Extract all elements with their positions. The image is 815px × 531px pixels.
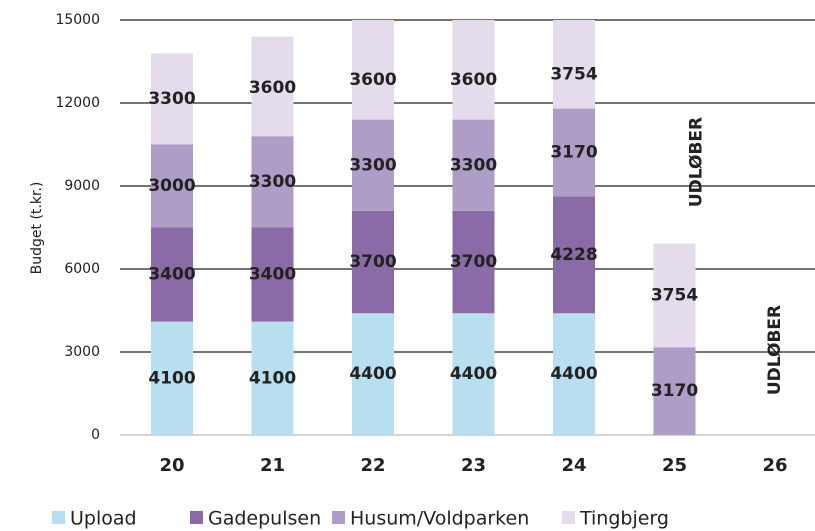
bar-segment	[151, 321, 193, 435]
x-tick-label: 20	[159, 455, 184, 476]
bar-segment	[452, 313, 495, 435]
bar-segment	[452, 210, 495, 314]
legend-label: Tingbjerg	[579, 508, 669, 530]
x-tick-label: 23	[461, 455, 486, 476]
value-label: 3170	[651, 381, 698, 401]
bar-segment	[553, 196, 595, 314]
x-tick-label: 21	[260, 455, 285, 476]
bar-segment	[151, 53, 193, 145]
legend-swatch	[190, 511, 203, 524]
bar-segment	[553, 108, 595, 197]
y-tick-label: 0	[91, 427, 100, 443]
bar-segment	[251, 321, 294, 435]
value-label: 3600	[349, 70, 396, 90]
value-label: 3754	[550, 64, 597, 84]
value-label: 4400	[450, 364, 497, 384]
bar-segment	[352, 210, 394, 314]
legend-label: Gadepulsen	[208, 508, 321, 530]
value-label: 4400	[349, 364, 396, 384]
bar-segment	[653, 347, 696, 435]
bars	[151, 20, 696, 435]
bar-segment	[653, 243, 696, 348]
bar-segment	[553, 313, 595, 435]
x-tick-label: 26	[762, 455, 787, 476]
x-tick-label: 25	[662, 455, 687, 476]
value-label: 3700	[349, 252, 396, 272]
value-label: 4100	[148, 368, 195, 388]
bar-segment	[452, 20, 495, 120]
legend-swatch	[52, 511, 65, 524]
bar-segment	[251, 136, 294, 228]
value-label: 3300	[349, 155, 396, 175]
value-label: 3300	[249, 172, 296, 192]
y-tick-label: 15000	[55, 12, 100, 28]
annotation: UDLØBER	[765, 305, 785, 395]
bar-segment	[452, 119, 495, 211]
bar-segment	[151, 144, 193, 228]
value-label: 3400	[249, 265, 296, 285]
y-tick-label: 6000	[64, 261, 100, 277]
y-tick-label: 3000	[64, 344, 100, 360]
legend-swatch	[332, 511, 345, 524]
legend-label: Upload	[70, 508, 137, 530]
value-label: 3170	[550, 142, 597, 162]
value-label: 4400	[550, 364, 597, 384]
bar-segment	[151, 227, 193, 322]
value-label: 3300	[450, 155, 497, 175]
value-label: 4228	[550, 245, 597, 265]
value-label: 3700	[450, 252, 497, 272]
bar-segment	[251, 227, 294, 322]
x-tick-label: 24	[561, 455, 586, 476]
y-axis-label: Budget (t.kr.)	[29, 182, 45, 275]
value-label: 3600	[450, 70, 497, 90]
legend-swatch	[562, 511, 575, 524]
value-label: 4100	[249, 368, 296, 388]
x-tick-label: 22	[360, 455, 385, 476]
y-tick-label: 12000	[55, 95, 100, 111]
annotation: UDLØBER	[687, 117, 707, 207]
value-label: 3754	[651, 285, 698, 305]
value-label: 3300	[148, 89, 195, 109]
value-label: 3000	[148, 176, 195, 196]
value-label: 3600	[249, 78, 296, 98]
value-label: 3400	[148, 265, 195, 285]
bar-segment	[352, 119, 394, 211]
bar-segment	[352, 313, 394, 435]
y-tick-label: 9000	[64, 178, 100, 194]
bar-segment	[553, 20, 595, 109]
bar-segment	[352, 20, 394, 120]
legend-label: Husum/Voldparken	[350, 508, 529, 530]
bar-segment	[251, 36, 294, 137]
